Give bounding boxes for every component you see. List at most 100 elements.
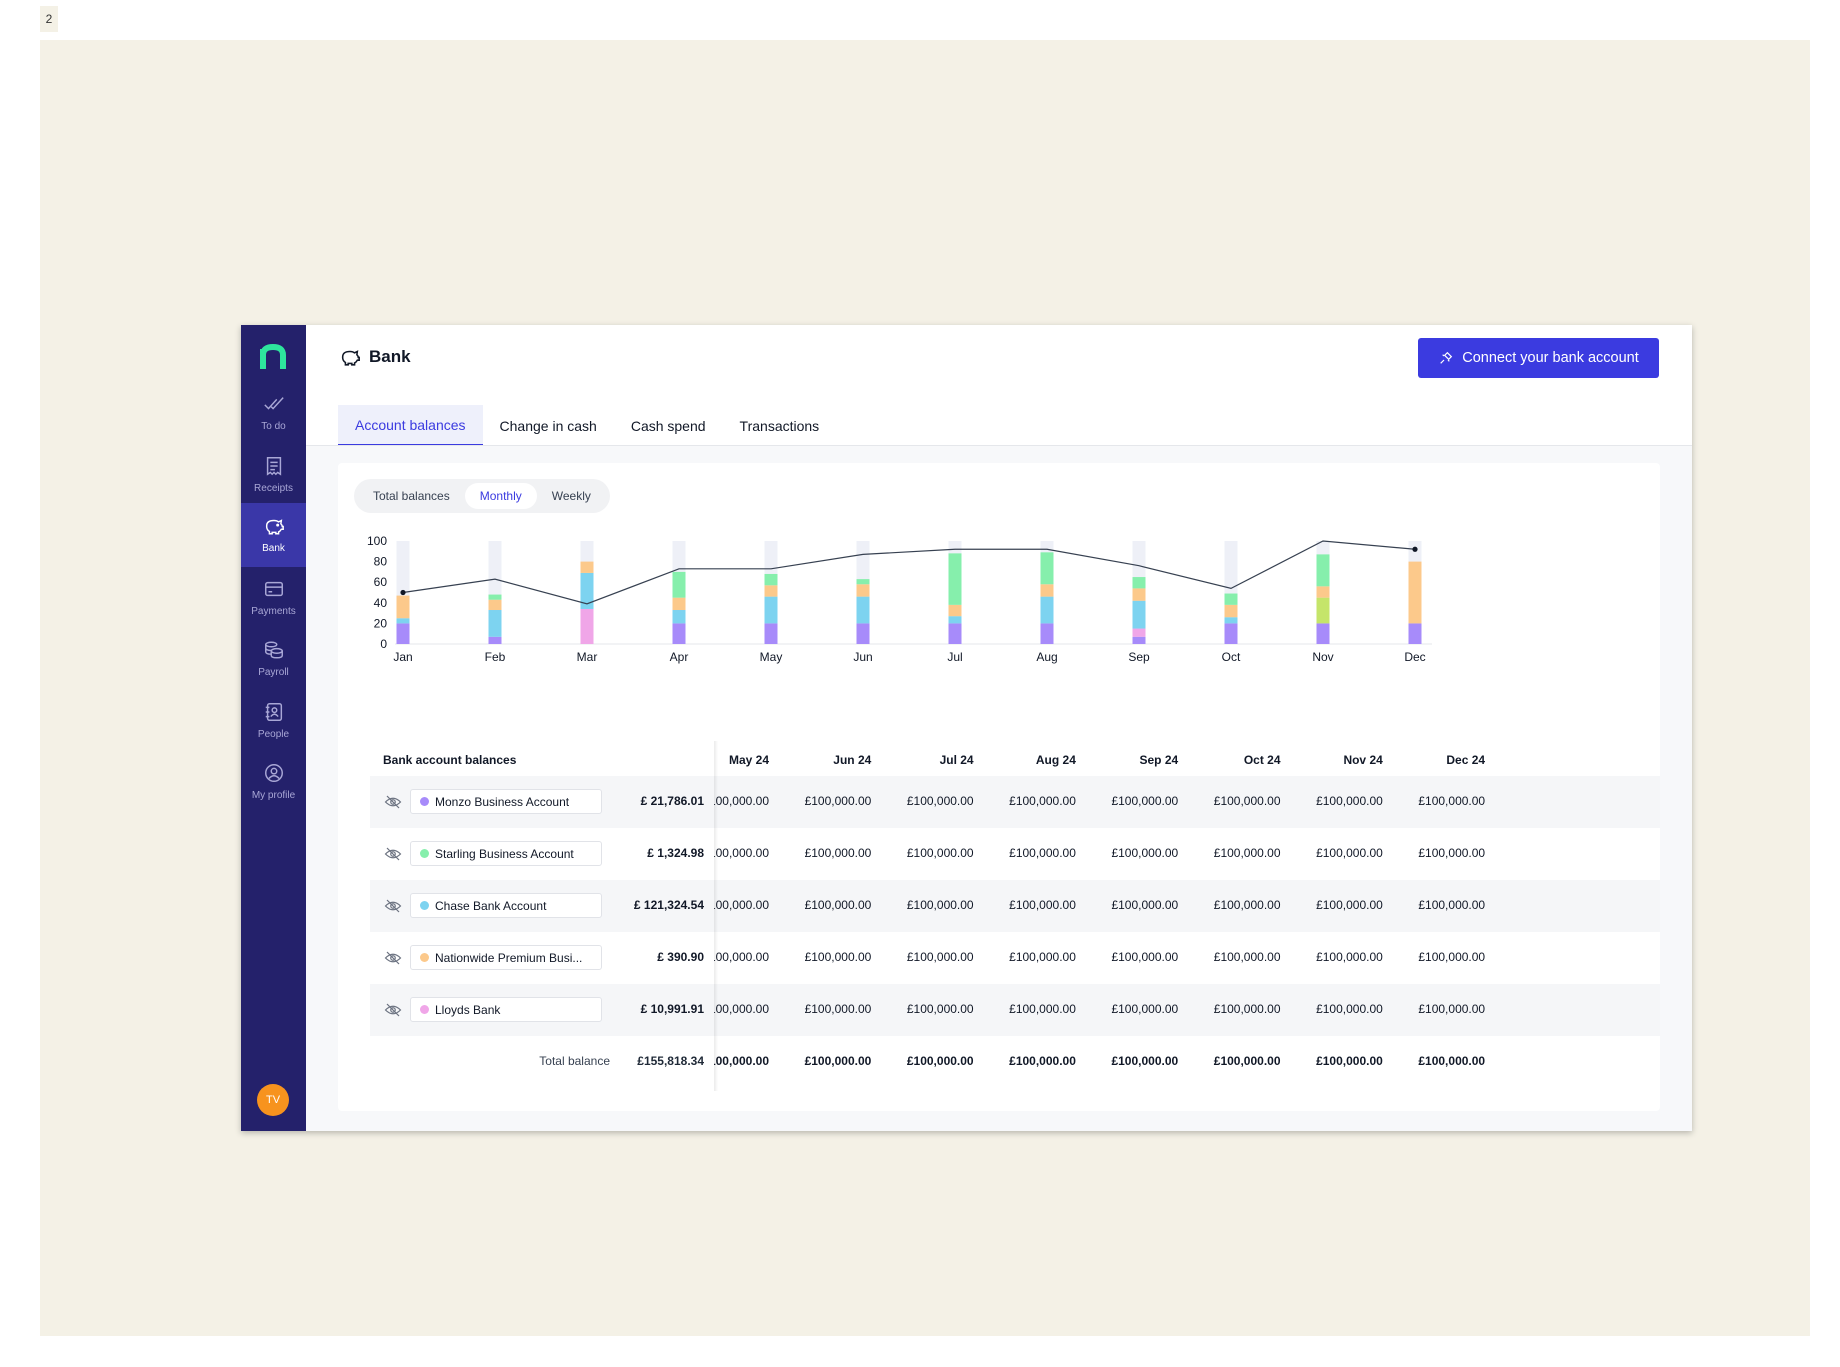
- account-balance: £ 121,324.54: [633, 898, 704, 912]
- bar-segment: [948, 623, 962, 644]
- bar-segment: [580, 561, 594, 573]
- app-logo[interactable]: [260, 341, 287, 371]
- eye-off-icon[interactable]: [384, 897, 402, 915]
- month-value: £100,000.00: [804, 898, 872, 912]
- bar-segment: [1040, 584, 1054, 597]
- balances-card: Total balances Monthly Weekly 0 20 40 60 80 1…: [338, 463, 1660, 1111]
- sidebar-item-label: Receipts: [254, 483, 293, 494]
- sidebar-item-people[interactable]: People: [241, 689, 306, 753]
- month-total-value: £100,000.00: [1111, 1054, 1179, 1068]
- month-value: £100,000.00: [906, 950, 974, 964]
- account-balance: £ 390.90: [657, 950, 704, 964]
- bar-segment: [1316, 586, 1330, 598]
- month-value: £100,000.00: [906, 1002, 974, 1016]
- month-total-value: £100,000.00: [714, 1054, 769, 1068]
- y-tick-label: 40: [374, 596, 388, 610]
- tab-account-balances[interactable]: Account balances: [338, 405, 483, 446]
- balances-chart: 0 20 40 60 80 100 Jan Feb Mar Apr May Jun Jul Aug Sep O…: [367, 535, 1432, 664]
- tab-cash-spend[interactable]: Cash spend: [630, 417, 706, 434]
- bar-segment: [856, 584, 870, 597]
- y-tick-label: 20: [374, 616, 388, 630]
- month-value: £100,000.00: [906, 794, 974, 808]
- bar-segment: [396, 623, 410, 644]
- double-check-icon: [263, 397, 284, 410]
- month-value: £100,000.00: [1213, 950, 1281, 964]
- month-value: £100,000.00: [1316, 1002, 1383, 1016]
- account-name-field[interactable]: Chase Bank Account: [410, 893, 602, 918]
- bar-segment: [1132, 628, 1146, 637]
- month-header: Aug 24: [1035, 753, 1076, 767]
- month-value: £100,000.00: [714, 950, 769, 964]
- tabs-divider: [306, 445, 1692, 446]
- bar-segment: [948, 553, 962, 605]
- bar-segment: [672, 597, 686, 611]
- bar-segment: [1040, 596, 1054, 624]
- month-total-value: £100,000.00: [1316, 1054, 1383, 1068]
- sidebar: To do Receipts Bank Payments Payroll Peo…: [241, 325, 306, 1131]
- tab-change-in-cash[interactable]: Change in cash: [499, 417, 597, 434]
- bar-segment: [1408, 623, 1422, 644]
- table-row: Monzo Business Account £ 21,786.01: [370, 776, 1660, 828]
- month-value: £100,000.00: [714, 1002, 769, 1016]
- month-header: Jul 24: [939, 753, 974, 767]
- month-value: £100,000.00: [804, 846, 872, 860]
- sidebar-item-to-do[interactable]: To do: [241, 381, 306, 445]
- toggle-monthly[interactable]: Monthly: [464, 483, 537, 509]
- month-total-value: £100,000.00: [1418, 1054, 1486, 1068]
- month-value: £100,000.00: [1418, 1002, 1486, 1016]
- sidebar-item-label: Bank: [262, 543, 285, 554]
- tab-transactions[interactable]: Transactions: [739, 417, 820, 434]
- month-value: £100,000.00: [1316, 898, 1383, 912]
- x-tick-label: Dec: [1404, 650, 1425, 664]
- contact-book-icon: [265, 703, 282, 721]
- sticky-column-shadow: [714, 741, 718, 1091]
- table-header: Bank account balances: [370, 741, 1660, 776]
- plug-icon: [1440, 351, 1453, 364]
- sidebar-item-label: Payments: [251, 606, 296, 617]
- sidebar-item-payments[interactable]: Payments: [241, 566, 306, 630]
- month-value: £100,000.00: [1009, 950, 1076, 964]
- sidebar-item-bank[interactable]: Bank: [241, 503, 306, 567]
- bar-segment: [1132, 600, 1146, 629]
- sidebar-item-label: My profile: [251, 790, 296, 801]
- eye-off-icon[interactable]: [384, 1001, 402, 1019]
- eye-off-icon[interactable]: [384, 793, 402, 811]
- bar-segment: [1316, 623, 1330, 644]
- sidebar-item-label: People: [257, 729, 290, 740]
- bar-segment: [488, 594, 502, 600]
- y-tick-label: 80: [374, 555, 388, 569]
- avatar[interactable]: TV: [257, 1084, 289, 1116]
- month-total-value: £100,000.00: [906, 1054, 974, 1068]
- account-balance: £ 21,786.01: [640, 794, 704, 808]
- receipt-icon: [266, 457, 281, 476]
- toggle-weekly[interactable]: Weekly: [551, 489, 591, 503]
- account-color-dot: [420, 797, 429, 806]
- bar-segment: [1132, 636, 1146, 644]
- connect-bank-account-button[interactable]: Connect your bank account: [1418, 338, 1659, 378]
- sidebar-item-my-profile[interactable]: My profile: [241, 750, 306, 814]
- account-name-field[interactable]: Starling Business Account: [410, 841, 602, 866]
- month-value: £100,000.00: [804, 794, 872, 808]
- eye-off-icon[interactable]: [384, 949, 402, 967]
- main-area: Bank Connect your bank account Account b…: [306, 325, 1692, 1131]
- sidebar-item-receipts[interactable]: Receipts: [241, 443, 306, 507]
- bar-segment: [396, 618, 410, 624]
- month-value: £100,000.00: [1213, 898, 1281, 912]
- x-tick-label: Mar: [577, 650, 598, 664]
- account-name-field[interactable]: Nationwide Premium Busi...: [410, 945, 602, 970]
- month-total-value: £100,000.00: [1009, 1054, 1076, 1068]
- sidebar-item-payroll[interactable]: Payroll: [241, 627, 306, 691]
- account-name-field[interactable]: Lloyds Bank: [410, 997, 602, 1022]
- months-scroll-area[interactable]: May 24 Jun 24 Jul 24 Aug 24 Sep 24 Oct 24 Nov …: [714, 741, 1660, 1091]
- account-name: Monzo Business Account: [435, 794, 570, 809]
- y-tick-label: 100: [367, 535, 387, 548]
- x-tick-label: Aug: [1036, 650, 1057, 664]
- bar-segment: [672, 610, 686, 624]
- eye-off-icon[interactable]: [384, 845, 402, 863]
- month-value: £100,000.00: [1009, 1002, 1076, 1016]
- connect-button-label: Connect your bank account: [1462, 350, 1639, 366]
- toggle-total-balances[interactable]: Total balances: [373, 489, 450, 503]
- month-value: £100,000.00: [1213, 794, 1281, 808]
- bar-segment: [1408, 561, 1422, 624]
- account-name-field[interactable]: Monzo Business Account: [410, 789, 602, 814]
